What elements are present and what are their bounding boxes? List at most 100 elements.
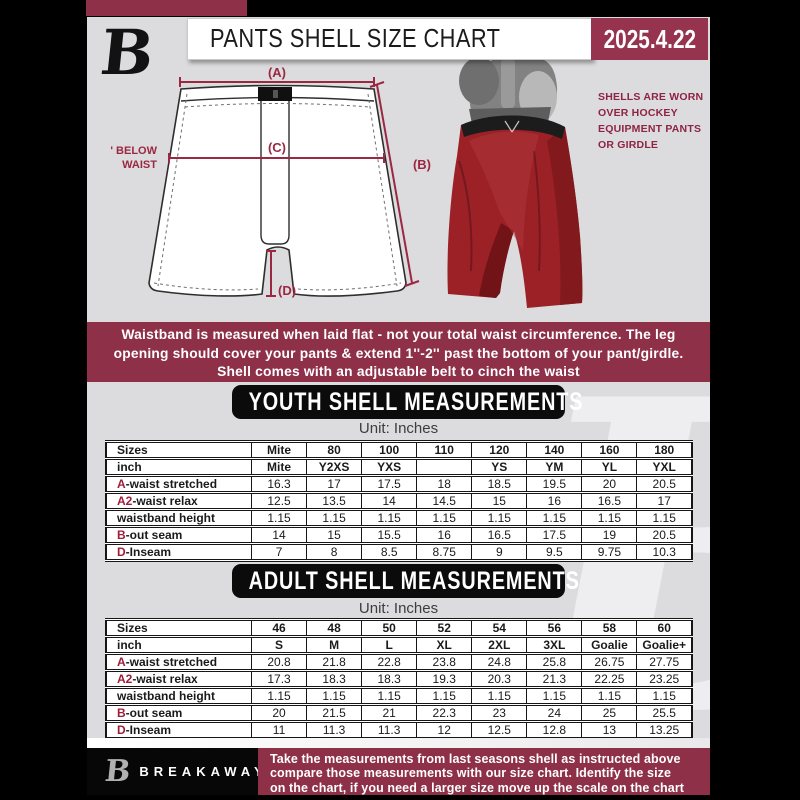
value-cell: 1.15 [526, 687, 583, 706]
row-label: inch [105, 636, 252, 655]
value-cell: 7 [250, 543, 308, 562]
measure-label-b: (B) [413, 157, 431, 172]
value-cell: 21 [361, 704, 418, 723]
value-cell: 20.5 [636, 526, 693, 545]
value-cell: 27.75 [636, 653, 693, 672]
value-cell: 80 [306, 441, 363, 460]
value-cell: 9 [471, 543, 528, 562]
value-cell: 56 [526, 619, 583, 638]
value-cell: 19 [581, 526, 638, 545]
text-line: Take the measurements from last seasons … [270, 752, 681, 766]
table-row: A2-waist relax 12.5 13.5 14 14.5 15 16 16.5 17 [105, 492, 693, 511]
value-cell: 1.15 [361, 687, 418, 706]
value-cell: L [361, 636, 418, 655]
value-cell: 12.8 [526, 721, 583, 738]
value-cell: 46 [250, 619, 308, 638]
value-cell: 1.15 [416, 687, 473, 706]
value-cell: 1.15 [250, 509, 308, 528]
value-cell: 52 [416, 619, 473, 638]
value-cell: 23.8 [416, 653, 473, 672]
brand-name: BREAKAWAY [139, 764, 268, 779]
value-cell: 21.3 [526, 670, 583, 689]
date-text: 2025.4.22 [603, 24, 696, 54]
value-cell: 1.15 [581, 509, 638, 528]
value-cell: YL [581, 458, 638, 477]
footer-logo-block: B BREAKAWAY [87, 748, 263, 795]
value-cell: 16 [416, 526, 473, 545]
value-cell: 110 [416, 441, 473, 460]
row-label: A2-waist relax [105, 670, 252, 689]
value-cell: 10.3 [636, 543, 693, 562]
value-cell: 16.5 [581, 492, 638, 511]
row-label: waistband height [105, 687, 252, 706]
value-cell: 17.5 [361, 475, 418, 494]
value-cell: 8.5 [361, 543, 418, 562]
value-cell: 21.5 [306, 704, 363, 723]
text-line: OR GIRDLE [598, 139, 659, 151]
value-cell: 8.75 [416, 543, 473, 562]
value-cell: 17 [306, 475, 363, 494]
text-line: on the chart, if you need a larger size … [270, 780, 685, 795]
youth-unit-label: Unit: Inches [358, 420, 439, 437]
value-cell: 1.15 [636, 509, 693, 528]
table-row: A2-waist relax 17.3 18.3 18.3 19.3 20.3 21.3 22… [105, 670, 693, 689]
value-cell: 20.3 [471, 670, 528, 689]
value-cell: 26.75 [581, 653, 638, 672]
value-cell: 1.15 [526, 509, 583, 528]
measure-label-d: (D) [278, 283, 296, 298]
table-row: B-out seam 20 21.5 21 22.3 23 24 25 25.5 [105, 704, 693, 723]
youth-size-table: Sizes Mite 80 100 110 120 140 160 180 inch Mite Y2X… [105, 440, 693, 562]
value-cell: 160 [581, 441, 638, 460]
value-cell: 23 [471, 704, 528, 723]
value-cell: 16 [526, 492, 583, 511]
value-cell: 1.15 [250, 687, 308, 706]
value-cell: 11.3 [361, 721, 418, 738]
row-label: B-out seam [105, 704, 252, 723]
text-line: Shell comes with an adjustable belt to c… [217, 364, 580, 379]
table-row: waistband height 1.15 1.15 1.15 1.15 1.15 1.15… [105, 509, 693, 528]
table-row: Sizes Mite 80 100 110 120 140 160 180 [105, 441, 693, 460]
value-cell: 60 [636, 619, 693, 638]
value-cell: 12 [416, 721, 473, 738]
value-cell: 15 [306, 526, 363, 545]
table-row: A-waist stretched 16.3 17 17.5 18 18.5 19.5 20 2… [105, 475, 693, 494]
text-line: opening should cover your pants & extend… [113, 345, 684, 361]
value-cell: XL [416, 636, 473, 655]
value-cell: 14 [250, 526, 308, 545]
chart-page: B B PANTS SHELL SIZE CHART 2025.4.22 [87, 17, 710, 738]
seam-stitching [153, 93, 402, 291]
value-cell: Mite [250, 441, 308, 460]
value-cell: 20.8 [250, 653, 308, 672]
value-cell: 24.8 [471, 653, 528, 672]
value-cell: 120 [471, 441, 528, 460]
row-label: D-Inseam [105, 721, 252, 738]
top-accent-bar [86, 0, 247, 16]
value-cell: 3XL [526, 636, 583, 655]
table-row: B-out seam 14 15 15.5 16 16.5 17.5 19 20.5 [105, 526, 693, 545]
page-title-box: PANTS SHELL SIZE CHART [187, 18, 593, 60]
value-cell [416, 458, 473, 477]
date-badge: 2025.4.22 [591, 18, 708, 60]
value-cell: 19.3 [416, 670, 473, 689]
text-line: SHELLS ARE WORN [598, 91, 704, 103]
youth-section-banner: YOUTH SHELL MEASUREMENTS [232, 385, 583, 419]
value-cell: 22.25 [581, 670, 638, 689]
text-line: OVER HOCKEY [598, 107, 678, 119]
text-line: compare those measurements with our size… [270, 766, 672, 781]
value-cell: 20 [581, 475, 638, 494]
value-cell: M [306, 636, 363, 655]
value-cell: YXL [636, 458, 693, 477]
value-cell: 1.15 [636, 687, 693, 706]
row-label: Sizes [105, 619, 252, 638]
value-cell: 20 [250, 704, 308, 723]
value-cell: 24 [526, 704, 583, 723]
value-cell: 25.8 [526, 653, 583, 672]
shell-usage-note: SHELLS ARE WORN OVER HOCKEY EQUIPMENT PANT… [598, 89, 710, 153]
footer-divider-strip [87, 738, 710, 748]
row-label: inch [105, 458, 252, 477]
value-cell: YS [471, 458, 528, 477]
value-cell: 23.25 [636, 670, 693, 689]
below-waist-label-line1: 7'' BELOW [111, 145, 158, 157]
value-cell: 18.3 [361, 670, 418, 689]
value-cell: Goalie [581, 636, 638, 655]
